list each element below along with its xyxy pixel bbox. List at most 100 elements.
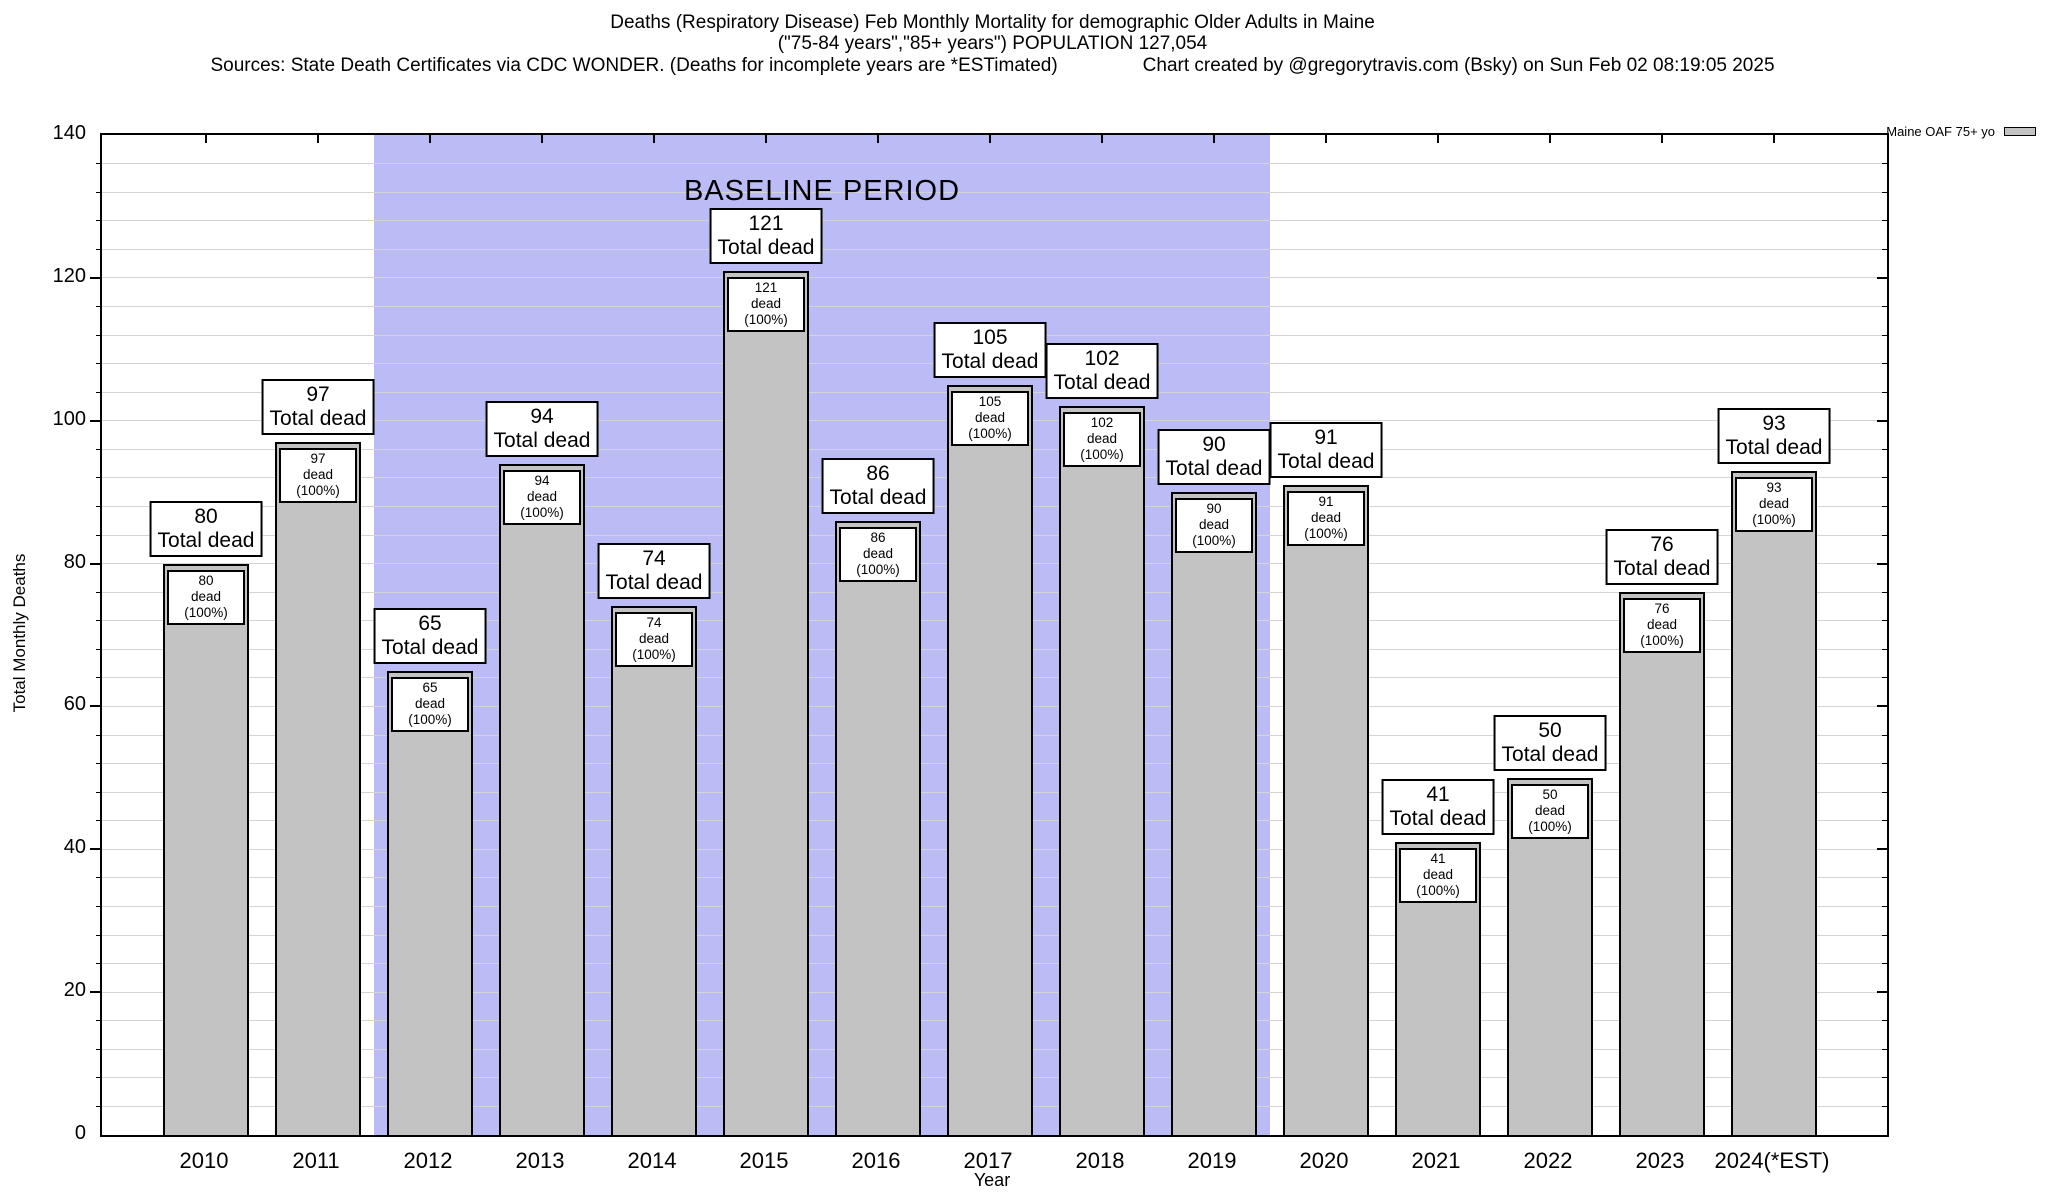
y-tick-right	[1882, 1105, 1887, 1107]
bar-inner-label: 65 dead (100%)	[391, 676, 469, 732]
y-tick-right	[1877, 562, 1887, 565]
y-tick-right	[1877, 419, 1887, 422]
y-tick-right	[1882, 963, 1887, 965]
x-tick-top	[1213, 135, 1215, 143]
y-tick-right	[1882, 248, 1887, 250]
y-tick-left	[96, 505, 101, 507]
gridline	[102, 277, 1887, 279]
bar-total-label: 91 Total dead	[1269, 422, 1383, 478]
bar-total-label: 102 Total dead	[1045, 343, 1159, 400]
x-tick-label: 2016	[851, 1148, 901, 1173]
bar-total-label: 50 Total dead	[1493, 714, 1607, 771]
y-tick-right	[1882, 391, 1887, 393]
x-tick-top	[765, 135, 767, 143]
bar-2011: 97 dead (100%)	[275, 442, 361, 1135]
bar-2019: 90 dead (100%)	[1171, 492, 1257, 1135]
y-tick-left	[96, 934, 101, 936]
y-tick-right	[1882, 1020, 1887, 1022]
y-tick-left	[96, 1048, 101, 1050]
bar-total-label: 105 Total dead	[933, 322, 1047, 378]
x-tick-top	[541, 135, 543, 143]
y-tick-left	[96, 448, 101, 450]
y-tick-left	[90, 562, 100, 565]
y-tick-left	[96, 191, 101, 193]
bar-inner-label: 74 dead (100%)	[615, 612, 693, 668]
bar-total-label: 93 Total dead	[1717, 407, 1831, 464]
y-tick-right	[1882, 163, 1887, 165]
bar-total-label: 97 Total dead	[261, 379, 375, 436]
bar-2017: 105 dead (100%)	[947, 385, 1033, 1135]
y-tick-left	[96, 1105, 101, 1107]
y-tick-right	[1882, 505, 1887, 507]
chart-source-line: Sources: State Death Certificates via CD…	[100, 55, 1885, 76]
y-tick-right	[1882, 448, 1887, 450]
x-tick-label: 2021	[1411, 1148, 1461, 1173]
y-tick-label: 20	[63, 979, 86, 1002]
y-tick-left	[96, 534, 101, 536]
bar-inner-label: 91 dead (100%)	[1287, 491, 1365, 546]
bar-2021: 41 dead (100%)	[1395, 842, 1481, 1135]
y-tick-left	[90, 276, 100, 279]
y-tick-right	[1882, 734, 1887, 736]
y-tick-left	[90, 848, 100, 851]
chart-sources: Sources: State Death Certificates via CD…	[210, 55, 1058, 76]
y-tick-right	[1882, 477, 1887, 479]
bar-total-label: 65 Total dead	[373, 607, 487, 664]
y-tick-right	[1877, 276, 1887, 279]
bar-2024(*EST): 93 dead (100%)	[1731, 470, 1817, 1135]
y-tick-label: 80	[63, 550, 86, 573]
y-tick-right	[1882, 305, 1887, 307]
x-tick-top	[877, 135, 879, 143]
x-tick-top	[989, 135, 991, 143]
bar-2013: 94 dead (100%)	[499, 463, 585, 1135]
bar-2012: 65 dead (100%)	[387, 670, 473, 1135]
y-axis-title: Total Monthly Deaths	[10, 553, 29, 713]
bar-2018: 102 dead (100%)	[1059, 406, 1145, 1135]
bar-2022: 50 dead (100%)	[1507, 777, 1593, 1135]
chart-subtitle: ("75-84 years","85+ years") POPULATION 1…	[777, 33, 1208, 54]
x-tick-label: 2022	[1523, 1148, 1573, 1173]
x-tick-top	[1549, 135, 1551, 143]
y-tick-left	[90, 705, 100, 708]
bar-inner-label: 86 dead (100%)	[839, 526, 917, 582]
bar-total-label: 80 Total dead	[149, 500, 263, 557]
bar-2015: 121 dead (100%)	[723, 270, 809, 1135]
bar-total-label: 74 Total dead	[597, 543, 711, 600]
bar-inner-label: 50 dead (100%)	[1511, 783, 1589, 839]
y-tick-left	[90, 991, 100, 994]
bar-inner-label: 105 dead (100%)	[951, 391, 1029, 446]
bar-inner-label: 41 dead (100%)	[1399, 848, 1477, 904]
x-tick-label: 2012	[403, 1148, 453, 1173]
y-tick-right	[1877, 991, 1887, 994]
x-tick-top	[1661, 135, 1663, 143]
x-tick-top	[429, 135, 431, 143]
y-tick-right	[1882, 1077, 1887, 1079]
y-tick-right	[1882, 763, 1887, 765]
x-tick-label: 2015	[739, 1148, 789, 1173]
y-tick-left	[96, 477, 101, 479]
chart-title: Deaths (Respiratory Disease) Feb Monthly…	[610, 12, 1375, 33]
y-tick-left	[96, 734, 101, 736]
bar-total-label: 86 Total dead	[821, 457, 935, 514]
bar-inner-label: 90 dead (100%)	[1175, 498, 1253, 554]
bar-total-label: 76 Total dead	[1605, 529, 1719, 586]
bar-2010: 80 dead (100%)	[163, 563, 249, 1135]
x-tick-label: 2023	[1635, 1148, 1685, 1173]
chart-credit: Chart created by @gregorytravis.com (Bsk…	[1142, 55, 1775, 76]
gridline	[102, 220, 1887, 222]
x-tick-top	[1437, 135, 1439, 143]
bar-total-label: 41 Total dead	[1381, 779, 1495, 836]
y-tick-left	[96, 905, 101, 907]
y-tick-left	[96, 820, 101, 822]
y-tick-right	[1877, 705, 1887, 708]
y-tick-right	[1882, 934, 1887, 936]
y-tick-right	[1877, 848, 1887, 851]
y-tick-left	[96, 1077, 101, 1079]
y-tick-left	[96, 677, 101, 679]
legend-bar-swatch	[2004, 127, 2036, 136]
x-tick-label: 2011	[292, 1148, 340, 1173]
y-tick-left	[96, 791, 101, 793]
bar-inner-label: 97 dead (100%)	[279, 448, 357, 504]
bar-inner-label: 76 dead (100%)	[1623, 598, 1701, 654]
x-tick-top	[1101, 135, 1103, 143]
